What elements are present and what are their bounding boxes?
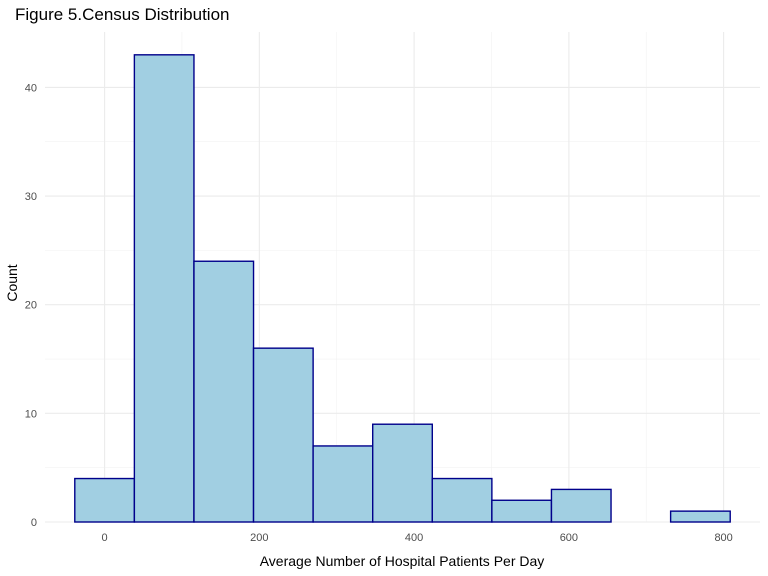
histogram-bar (431, 477, 493, 523)
x-tick-label: 400 (405, 532, 423, 544)
chart-title: Figure 5.Census Distribution (15, 5, 229, 24)
x-tick-label: 200 (250, 532, 268, 544)
histogram-bar (669, 510, 731, 523)
histogram-bar (252, 347, 314, 523)
y-axis-ticks: 0 10 20 30 40 (25, 82, 37, 529)
x-tick-label: 600 (560, 532, 578, 544)
bars (74, 54, 731, 523)
histogram-bar (372, 423, 433, 523)
y-tick-label: 40 (25, 82, 37, 94)
histogram-bar (193, 260, 255, 523)
y-tick-label: 30 (25, 191, 37, 203)
histogram-bar (491, 499, 553, 523)
y-axis-label: Count (4, 264, 20, 301)
y-tick-label: 10 (25, 408, 37, 420)
x-axis-label: Average Number of Hospital Patients Per … (260, 553, 545, 569)
y-tick-label: 20 (25, 300, 37, 312)
histogram-bar (550, 488, 612, 523)
histogram-bar (312, 445, 374, 523)
histogram-bar (133, 54, 195, 523)
x-axis-ticks: 0 200 400 600 800 (102, 532, 733, 544)
y-tick-label: 0 (31, 517, 37, 529)
histogram-bar (74, 477, 136, 523)
x-tick-label: 800 (714, 532, 732, 544)
x-tick-label: 0 (102, 532, 108, 544)
